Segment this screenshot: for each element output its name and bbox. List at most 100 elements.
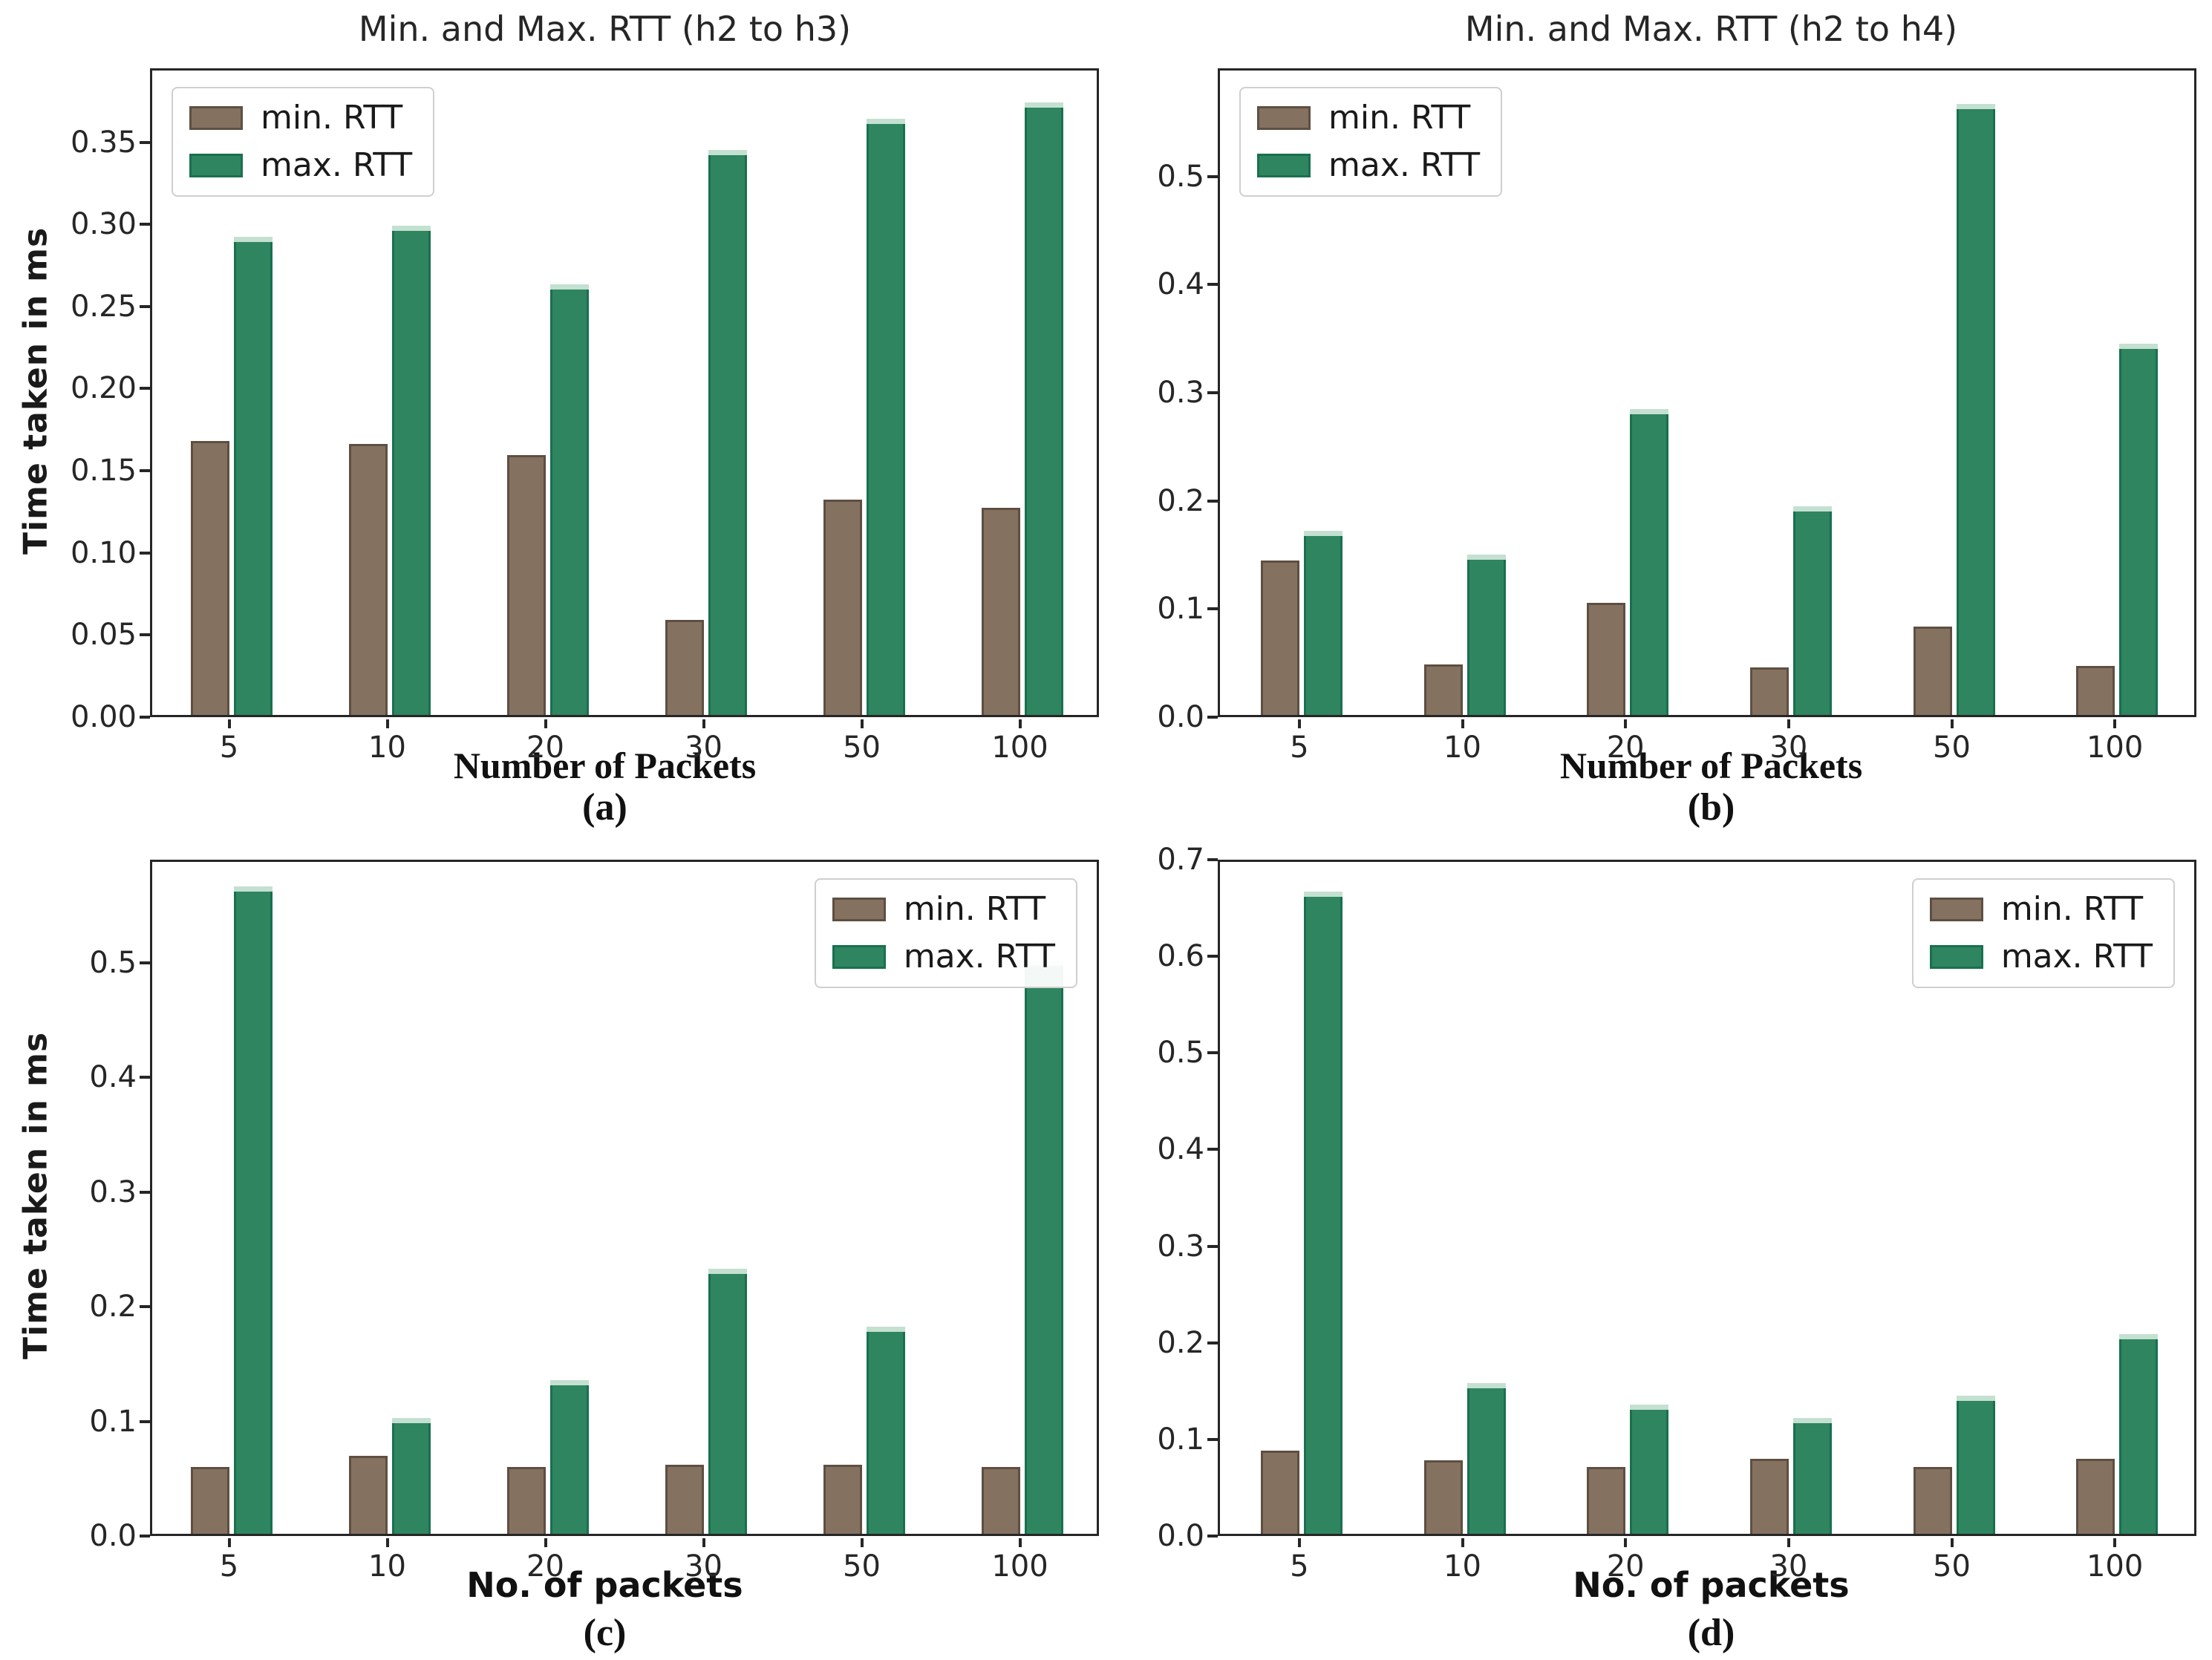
bar-max-rtt-50 — [866, 118, 905, 715]
bar-max-rtt-50 — [1956, 103, 1995, 715]
y-tick-label: 0.05 — [70, 618, 137, 653]
bar-max-rtt-5 — [233, 886, 273, 1534]
x-tick-mark — [860, 719, 864, 728]
x-tick-mark — [1787, 719, 1790, 728]
legend-label: min. RTT — [2000, 890, 2144, 928]
subplot-caption: (d) — [1687, 1612, 1735, 1654]
bar-min-rtt-5 — [190, 1467, 229, 1534]
x-tick-mark — [227, 1538, 231, 1547]
y-tick-label: 0.1 — [1157, 592, 1204, 627]
y-tick-label: 0.0 — [1157, 1519, 1204, 1553]
legend-label: min. RTT — [903, 890, 1046, 928]
x-tick-mark — [860, 1538, 864, 1547]
bar-min-rtt-100 — [981, 508, 1020, 715]
x-tick-label: 50 — [1933, 1549, 1971, 1584]
y-tick-label: 0.3 — [1157, 1229, 1204, 1264]
y-tick-mark — [1207, 1051, 1218, 1055]
legend-item-max-rtt: max. RTT — [1257, 149, 1480, 182]
x-tick-label: 50 — [843, 1549, 881, 1584]
x-tick-mark — [702, 1538, 705, 1547]
x-tick-mark — [1018, 719, 1022, 728]
bar-min-rtt-50 — [823, 1465, 862, 1534]
min-rtt-swatch-icon — [1929, 898, 1983, 921]
y-tick-mark — [140, 387, 150, 391]
y-tick-mark — [140, 961, 150, 964]
bar-max-rtt-5 — [233, 237, 273, 715]
plot-area: min. RTT max. RTT — [1218, 860, 2196, 1536]
plot-area: min. RTT max. RTT — [150, 860, 1099, 1536]
y-tick-mark — [1207, 607, 1218, 611]
x-tick-label: 30 — [1769, 731, 1808, 765]
y-tick-mark — [1207, 1535, 1218, 1538]
x-tick-mark — [1787, 1538, 1790, 1547]
y-tick-mark — [140, 1190, 150, 1194]
legend-label: max. RTT — [903, 938, 1055, 976]
bars-layer — [1220, 71, 2194, 715]
bar-max-rtt-50 — [866, 1326, 905, 1534]
y-tick-mark — [1207, 499, 1218, 503]
bar-min-rtt-50 — [1913, 626, 1952, 715]
bar-max-rtt-20 — [549, 284, 589, 715]
legend-label: max. RTT — [2000, 938, 2153, 976]
x-axis-label: No. of packets — [466, 1565, 743, 1605]
subplot-caption: (c) — [583, 1612, 627, 1654]
y-tick-mark — [1207, 1148, 1218, 1151]
y-tick-label: 0.5 — [1157, 159, 1204, 194]
bar-max-rtt-20 — [1630, 1404, 1669, 1534]
x-tick-mark — [2113, 719, 2117, 728]
y-tick-label: 0.10 — [70, 535, 137, 570]
max-rtt-swatch-icon — [1929, 945, 1983, 969]
y-tick-label: 0.5 — [89, 945, 137, 980]
subplot-caption: (a) — [582, 786, 627, 829]
subplot-caption: (b) — [1687, 786, 1735, 829]
bar-max-rtt-30 — [1792, 1417, 1832, 1534]
x-tick-label: 50 — [843, 731, 881, 765]
legend-label: max. RTT — [261, 146, 413, 184]
x-tick-mark — [1950, 719, 1954, 728]
plot-area: min. RTT max. RTT — [150, 68, 1099, 717]
y-tick-label: 0.3 — [1157, 376, 1204, 410]
y-tick-label: 0.15 — [70, 454, 137, 488]
x-tick-mark — [544, 719, 547, 728]
y-tick-label: 0.30 — [70, 207, 137, 242]
bar-min-rtt-30 — [1749, 667, 1789, 715]
bar-min-rtt-20 — [506, 1467, 546, 1534]
y-tick-label: 0.4 — [1157, 267, 1204, 302]
legend: min. RTT max. RTT — [1239, 87, 1503, 197]
x-tick-label: 100 — [991, 1549, 1048, 1584]
x-tick-mark — [1297, 719, 1301, 728]
chart-title: Min. and Max. RTT (h2 to h3) — [358, 9, 852, 49]
x-tick-label: 5 — [219, 731, 239, 765]
legend-label: min. RTT — [261, 99, 403, 137]
bars-layer — [152, 862, 1097, 1534]
x-tick-label: 20 — [1606, 1549, 1645, 1584]
x-tick-label: 5 — [1290, 1549, 1309, 1584]
y-tick-mark — [140, 1535, 150, 1538]
x-tick-label: 30 — [685, 1549, 722, 1584]
y-tick-label: 0.0 — [1157, 700, 1204, 734]
x-tick-label: 100 — [2086, 731, 2144, 765]
bar-min-rtt-10 — [348, 1456, 388, 1534]
chart-title: Min. and Max. RTT (h2 to h4) — [1464, 9, 1958, 49]
bar-max-rtt-10 — [1466, 555, 1506, 715]
bar-max-rtt-10 — [391, 225, 431, 715]
x-tick-label: 20 — [526, 1549, 564, 1584]
y-tick-label: 0.25 — [70, 289, 137, 324]
y-tick-label: 0.0 — [89, 1519, 137, 1553]
y-tick-label: 0.2 — [89, 1290, 137, 1324]
y-tick-label: 0.3 — [89, 1174, 137, 1209]
y-tick-mark — [1207, 391, 1218, 394]
x-tick-mark — [1950, 1538, 1954, 1547]
x-tick-mark — [227, 719, 231, 728]
x-tick-mark — [1297, 1538, 1301, 1547]
x-tick-mark — [1018, 1538, 1022, 1547]
bar-max-rtt-5 — [1303, 891, 1342, 1534]
y-tick-label: 0.7 — [1157, 843, 1204, 877]
bar-min-rtt-20 — [1587, 602, 1626, 715]
y-tick-mark — [1207, 1244, 1218, 1248]
bar-max-rtt-30 — [708, 1269, 747, 1534]
bar-max-rtt-30 — [1792, 506, 1832, 715]
x-tick-label: 5 — [219, 1549, 239, 1584]
y-tick-mark — [1207, 955, 1218, 958]
